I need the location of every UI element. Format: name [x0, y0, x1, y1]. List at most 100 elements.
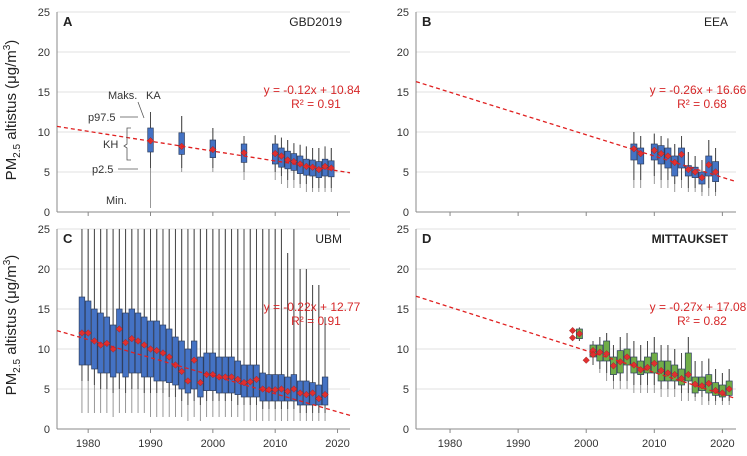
mean-marker [265, 386, 273, 394]
mean-marker [290, 385, 298, 393]
legend-p975-label: p97.5 [88, 112, 116, 124]
trend-r2: R² = 0.82 [677, 314, 727, 328]
y-tick-label: 25 [38, 224, 50, 236]
panel-d: 0 5 10 15 20 25 1980 1990 2000 2010 2020 D MITTAUKSE… [397, 224, 747, 450]
y-tick-label: 5 [403, 167, 409, 179]
mean-marker [134, 337, 142, 345]
mean-marker [277, 385, 286, 393]
mean-marker [684, 371, 692, 379]
box [172, 336, 179, 386]
mean-marker [78, 329, 86, 337]
mean-marker [115, 325, 123, 333]
mean-marker [277, 152, 286, 160]
y-tick-label: 25 [38, 7, 50, 19]
trend-r2: R² = 0.68 [677, 97, 727, 111]
mean-marker [725, 385, 733, 393]
x-tick-label: 1980 [76, 438, 100, 450]
mean-marker [643, 363, 652, 371]
y-tick-label: 15 [397, 304, 409, 316]
y-tick-label: 25 [397, 7, 409, 19]
trend-equation: y = -0.12x + 10.84 [264, 83, 361, 97]
mean-marker [623, 353, 631, 361]
mean-marker [569, 327, 577, 335]
panel-letter: B [422, 14, 431, 29]
x-tick-label: 2000 [574, 438, 598, 450]
mean-marker [140, 341, 148, 349]
mean-marker [296, 160, 304, 168]
y-tick-label: 25 [397, 224, 409, 236]
legend-max-label: Maks. [108, 90, 137, 102]
trend-equation: y = -0.27x + 17.08 [650, 300, 747, 314]
x-tick-label: 2010 [263, 438, 287, 450]
mean-marker [234, 375, 242, 383]
mean-marker [146, 345, 155, 353]
mean-marker [609, 362, 618, 370]
mean-marker [671, 371, 679, 379]
mean-marker [691, 168, 699, 176]
mean-marker [302, 391, 310, 399]
legend-min-label: Min. [106, 195, 127, 207]
x-tick-label: 2020 [710, 438, 734, 450]
mean-marker [128, 335, 136, 343]
mean-marker [203, 371, 211, 379]
y-axis-title-top: PM2.5 altistus (μg/m3) [2, 40, 23, 181]
mean-marker [650, 146, 658, 154]
panel-title: MITTAUKSET [652, 232, 729, 246]
mean-marker [582, 356, 590, 364]
legend-iqr-label: KH [103, 139, 118, 151]
mean-marker [315, 395, 323, 403]
x-tick-label: 2020 [325, 438, 349, 450]
box [178, 340, 185, 390]
mean-marker [178, 367, 186, 375]
box [671, 155, 679, 177]
mean-marker [97, 341, 105, 349]
box [684, 352, 692, 382]
y-tick-label: 10 [397, 127, 409, 139]
box [190, 340, 198, 390]
y-tick-label: 0 [403, 207, 409, 219]
box [197, 356, 204, 398]
mean-marker [650, 359, 658, 367]
mean-marker [246, 378, 254, 386]
mean-marker [718, 389, 726, 397]
panel-letter: D [422, 231, 431, 246]
legend-mean-label: KA [146, 90, 161, 102]
mean-marker [684, 166, 692, 174]
y-tick-label: 10 [38, 344, 50, 356]
y-tick-label: 15 [397, 87, 409, 99]
box [315, 384, 322, 406]
mean-marker [153, 347, 161, 355]
panel-title: UBM [315, 232, 342, 246]
y-tick-label: 0 [44, 207, 50, 219]
y-tick-label: 15 [38, 304, 50, 316]
y-tick-label: 10 [397, 344, 409, 356]
mean-marker [705, 379, 713, 387]
mean-marker [630, 361, 638, 369]
box [321, 376, 329, 406]
mean-marker [159, 349, 167, 357]
x-tick-label: 1980 [438, 438, 462, 450]
mean-marker [240, 379, 248, 387]
trend-line [56, 125, 351, 174]
mean-marker [309, 163, 317, 171]
mean-marker [121, 339, 130, 347]
mean-marker [252, 375, 261, 383]
box [678, 147, 685, 169]
panel-letter: C [63, 231, 73, 246]
mean-marker [677, 150, 686, 158]
boxplot-legend: Maks. KA p97.5 KH p2.5 Min. [88, 90, 161, 207]
mean-marker [165, 353, 173, 361]
mean-marker [221, 373, 229, 381]
box [184, 348, 192, 394]
trend-r2: R² = 0.91 [291, 314, 341, 328]
mean-marker [630, 145, 638, 153]
x-tick-label: 1990 [138, 438, 162, 450]
trend-r2: R² = 0.91 [291, 97, 341, 111]
panel-c: 0 5 10 15 20 25 1980 1990 2000 2010 2020 C UBM y = -0… [38, 224, 361, 450]
trend-equation: y = -0.22x + 12.77 [264, 300, 361, 314]
y-tick-label: 15 [38, 87, 50, 99]
mean-marker [603, 350, 611, 358]
